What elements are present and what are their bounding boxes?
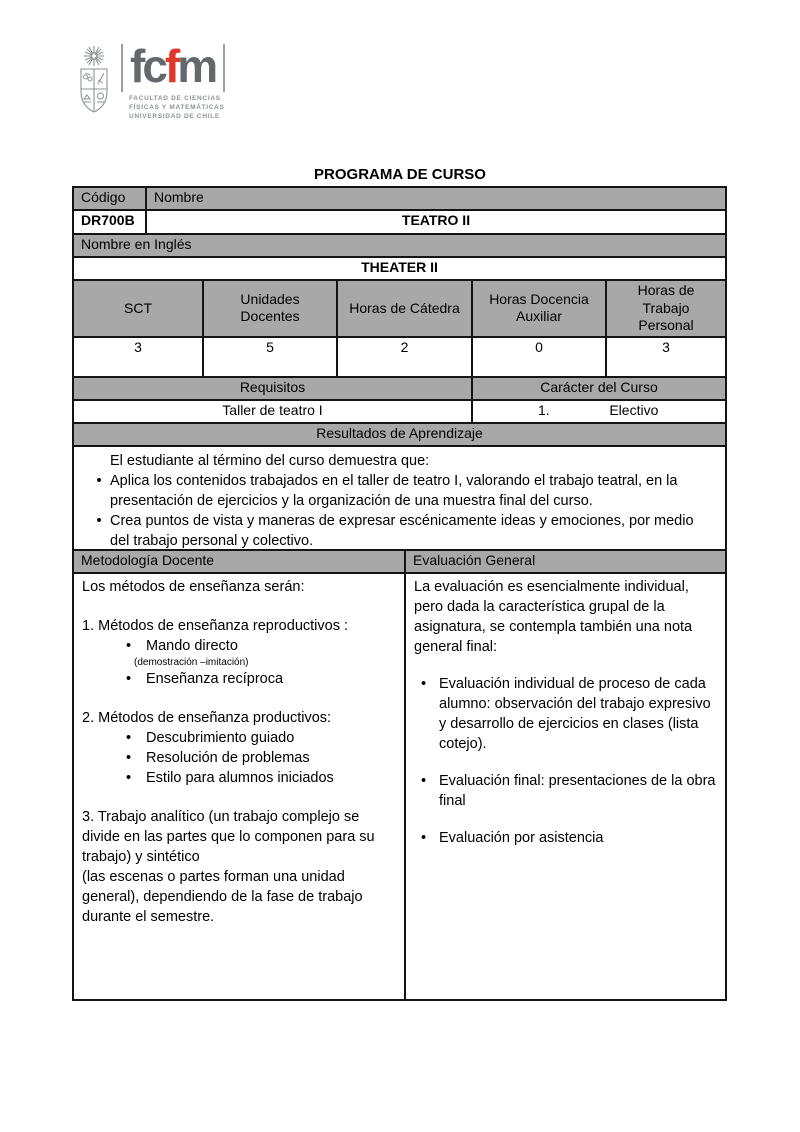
metodologia-section3-line1: 3. Trabajo analítico (un trabajo complej… bbox=[82, 809, 375, 865]
nombre-ingles-value: THEATER II bbox=[361, 259, 438, 275]
hours-value-catedra: 2 bbox=[336, 337, 471, 376]
nombre-ingles-header: Nombre en Inglés bbox=[74, 235, 725, 256]
caption-line-1: FACULTAD DE CIENCIAS bbox=[129, 95, 221, 102]
bullet-icon: • bbox=[96, 512, 102, 529]
bullet-icon: • bbox=[96, 472, 102, 489]
caracter-value: Electivo bbox=[609, 401, 659, 418]
caption-line-3: UNIVERSIDAD DE CHILE bbox=[129, 112, 220, 120]
caracter-header: Carácter del Curso bbox=[471, 377, 725, 399]
bullet-icon: • bbox=[126, 638, 132, 654]
codigo-header: Código bbox=[74, 188, 145, 209]
bullet-icon: • bbox=[126, 770, 132, 786]
bullet-icon: • bbox=[421, 830, 427, 846]
resultados-bullet-2: • Crea puntos de vista y maneras de expr… bbox=[84, 511, 715, 551]
hours-value-auxiliar: 0 bbox=[471, 337, 605, 376]
course-info-table: Código Nombre DR700B TEATRO II Nombre en… bbox=[72, 186, 727, 581]
bullet-icon: • bbox=[126, 730, 132, 746]
nombre-value: TEATRO II bbox=[145, 211, 725, 233]
metodologia-section1-title: 1. Métodos de enseñanza reproductivos : bbox=[82, 618, 348, 634]
metodologia-content: Los métodos de enseñanza serán: 1. Métod… bbox=[74, 574, 404, 999]
hours-value-sct: 3 bbox=[134, 338, 142, 355]
wordmark-f-red: f bbox=[164, 40, 180, 92]
logo-caption: FACULTAD DE CIENCIAS FÍSICAS Y MATEMÁTIC… bbox=[121, 95, 225, 121]
caracter-number: 1. bbox=[538, 401, 550, 418]
evaluacion-bullet-1: • Evaluación individual de proceso de ca… bbox=[421, 676, 711, 752]
metodologia-bullet-resolucion: • Resolución de problemas bbox=[126, 750, 310, 766]
hours-header-unidades: Unidades Docentes bbox=[202, 281, 336, 336]
requisitos-value: Taller de teatro I bbox=[222, 401, 323, 418]
nombre-header: Nombre bbox=[145, 188, 725, 209]
bullet-icon: • bbox=[421, 773, 427, 789]
bullet-icon: • bbox=[126, 671, 132, 687]
hours-header-sct: SCT bbox=[74, 281, 202, 336]
evaluacion-bullet-3: • Evaluación por asistencia bbox=[421, 830, 604, 846]
hours-value-unidades: 5 bbox=[202, 337, 336, 376]
hours-header-auxiliar: Horas Docencia Auxiliar bbox=[471, 281, 605, 336]
resultados-header: Resultados de Aprendizaje bbox=[74, 423, 725, 445]
hours-header-catedra: Horas de Cátedra bbox=[336, 281, 471, 336]
metodologia-intro: Los métodos de enseñanza serán: bbox=[82, 579, 305, 595]
hours-value-personal: 3 bbox=[605, 337, 725, 376]
metodologia-section2-title: 2. Métodos de enseñanza productivos: bbox=[82, 710, 332, 726]
evaluacion-header: Evaluación General bbox=[404, 551, 725, 572]
fcfm-wordmark: fcfm bbox=[121, 43, 225, 92]
resultados-intro: El estudiante al término del curso demue… bbox=[110, 452, 430, 469]
methodology-evaluation-table: Metodología Docente Evaluación General L… bbox=[72, 549, 727, 1001]
metodologia-note: (demostración –imitación) bbox=[134, 657, 249, 668]
evaluacion-bullet-2: • Evaluación final: presentaciones de la… bbox=[421, 773, 716, 809]
fcfm-logo: fcfm FACULTAD DE CIENCIAS FÍSICAS Y MATE… bbox=[74, 43, 225, 121]
page-title: PROGRAMA DE CURSO bbox=[314, 166, 486, 183]
metodologia-header: Metodología Docente bbox=[74, 551, 404, 572]
university-crest-icon bbox=[74, 44, 114, 121]
resultados-bullet-1: • Aplica los contenidos trabajados en el… bbox=[84, 471, 715, 511]
wordmark-fc: fc bbox=[130, 40, 168, 92]
requisitos-header: Requisitos bbox=[74, 377, 471, 399]
caption-line-2: FÍSICAS Y MATEMÁTICAS bbox=[129, 103, 225, 111]
metodologia-bullet-mando: • Mando directo bbox=[126, 638, 238, 654]
bullet-icon: • bbox=[126, 750, 132, 766]
metodologia-bullet-reciproca: • Enseñanza recíproca bbox=[126, 671, 284, 687]
metodologia-bullet-descubrimiento: • Descubrimiento guiado bbox=[126, 730, 295, 746]
hours-header-personal: Horas de Trabajo Personal bbox=[605, 281, 725, 336]
metodologia-section3-line2: (las escenas o partes forman una unidad … bbox=[82, 869, 363, 925]
wordmark-m: m bbox=[177, 40, 218, 92]
bullet-icon: • bbox=[421, 676, 427, 692]
evaluacion-intro: La evaluación es esencialmente individua… bbox=[414, 579, 693, 655]
caracter-value-cell: 1. Electivo bbox=[471, 400, 725, 422]
evaluacion-content: La evaluación es esencialmente individua… bbox=[404, 574, 725, 999]
metodologia-bullet-estilo: • Estilo para alumnos iniciados bbox=[126, 770, 334, 786]
codigo-value: DR700B bbox=[81, 212, 135, 228]
